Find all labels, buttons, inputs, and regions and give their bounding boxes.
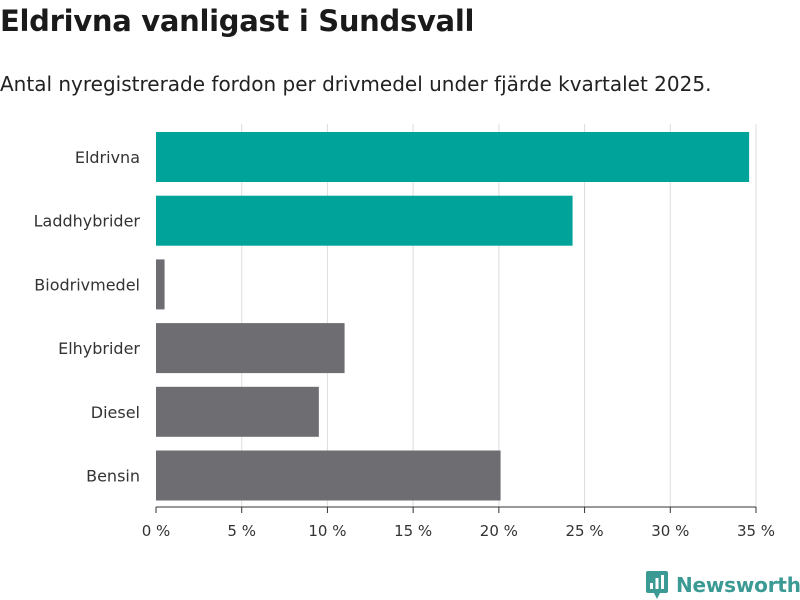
bar-chart: 0 % 5 % 10 % 15 % 20 % 25 % 30 % 35 % Eldrivna L… [34,124,775,540]
x-tick-label: 35 % [737,522,775,540]
bar-elhybrider [156,323,345,374]
x-axis: 0 % 5 % 10 % 15 % 20 % 25 % 30 % 35 % [142,506,775,540]
x-tick-label: 10 % [308,522,346,540]
category-label: Laddhybrider [34,212,141,231]
x-tick-label: 0 % [142,522,171,540]
chart-title: Eldrivna vanligast i Sundsvall [0,4,475,38]
bars [156,132,750,501]
bar-laddhybrider [156,195,573,246]
newsworthy-logo-icon [646,571,668,599]
x-tick-label: 30 % [651,522,689,540]
x-tick-label: 20 % [480,522,518,540]
category-label: Eldrivna [75,148,140,167]
grid-lines [241,124,757,507]
bar-diesel [156,386,319,437]
category-labels: Eldrivna Laddhybrider Biodrivmedel Elhybrid… [34,148,141,486]
x-tick-label: 5 % [227,522,256,540]
category-label: Bensin [86,467,140,486]
bar-eldrivna [156,132,750,182]
category-label: Biodrivmedel [34,275,140,294]
newsworthy-brand: Newsworthy [645,569,800,600]
x-tick-label: 15 % [394,522,432,540]
brand-name: Newsworthy [676,573,800,597]
bar-biodrivmedel [156,259,165,310]
bar-bensin [156,450,501,501]
chart-subtitle: Antal nyregistrerade fordon per drivmede… [0,72,712,96]
x-tick-label: 25 % [566,522,604,540]
category-label: Elhybrider [58,339,140,358]
category-label: Diesel [91,403,140,422]
